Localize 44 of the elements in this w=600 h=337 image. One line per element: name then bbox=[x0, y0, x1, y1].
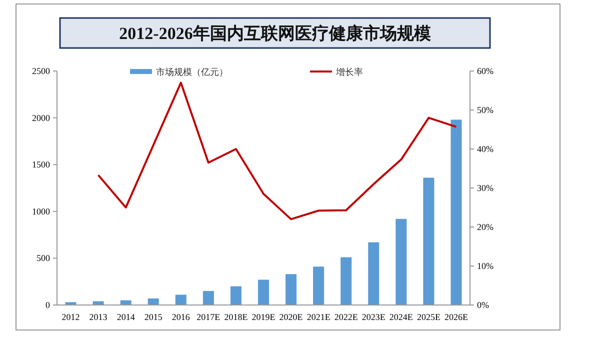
legend-label: 增长率 bbox=[335, 67, 363, 77]
bar bbox=[368, 242, 380, 305]
bar bbox=[423, 178, 434, 305]
y2-tick-label: 20% bbox=[477, 222, 494, 232]
y-tick-label: 500 bbox=[36, 253, 50, 264]
y-tick-label: 2000 bbox=[32, 112, 50, 123]
y2-tick-label: 30% bbox=[477, 183, 494, 193]
x-tick-label: 2020E bbox=[279, 312, 304, 322]
x-tick-label: 2012 bbox=[62, 312, 80, 322]
y-tick-label: 1500 bbox=[32, 160, 50, 170]
y-tick-label: 0 bbox=[46, 300, 50, 310]
bar bbox=[396, 218, 407, 305]
y-tick-label: 2500 bbox=[32, 66, 50, 76]
bar bbox=[258, 280, 270, 305]
bar bbox=[202, 290, 214, 305]
x-tick-label: 2023E bbox=[362, 312, 386, 322]
y-tick-label: 1000 bbox=[32, 206, 50, 216]
bar bbox=[450, 120, 462, 305]
x-tick-label: 2018E bbox=[224, 312, 248, 322]
legend-label: 市场规模（亿元） bbox=[156, 67, 228, 77]
x-tick-label: 2014 bbox=[116, 312, 136, 322]
x-tick-label: 2024E bbox=[389, 312, 414, 322]
x-tick-label: 2019E bbox=[252, 312, 276, 322]
x-tick-label: 2026E bbox=[444, 312, 468, 322]
bar bbox=[286, 274, 297, 305]
line-series bbox=[97, 82, 458, 220]
y2-tick-label: 50% bbox=[477, 105, 494, 115]
y2-tick-label: 60% bbox=[477, 66, 494, 76]
chart-title: 2012-2026年国内互联网医疗健康市场规模 bbox=[119, 24, 431, 43]
y2-tick-label: 10% bbox=[477, 261, 494, 271]
x-tick-label: 2025E bbox=[416, 312, 441, 322]
x-tick-label: 2015 bbox=[144, 312, 163, 322]
x-tick-label: 2017E bbox=[196, 312, 221, 322]
y2-tick-label: 40% bbox=[477, 144, 494, 154]
y2-tick-label: 0% bbox=[477, 300, 490, 310]
bar bbox=[148, 298, 159, 305]
x-tick-label: 2016 bbox=[172, 312, 190, 322]
x-tick-label: 2013 bbox=[89, 312, 108, 322]
x-tick-label: 2022E bbox=[334, 312, 358, 322]
bar bbox=[340, 257, 352, 305]
bar bbox=[175, 294, 186, 305]
bar bbox=[230, 286, 242, 305]
bar bbox=[313, 266, 324, 305]
x-tick-label: 2021E bbox=[306, 312, 331, 322]
